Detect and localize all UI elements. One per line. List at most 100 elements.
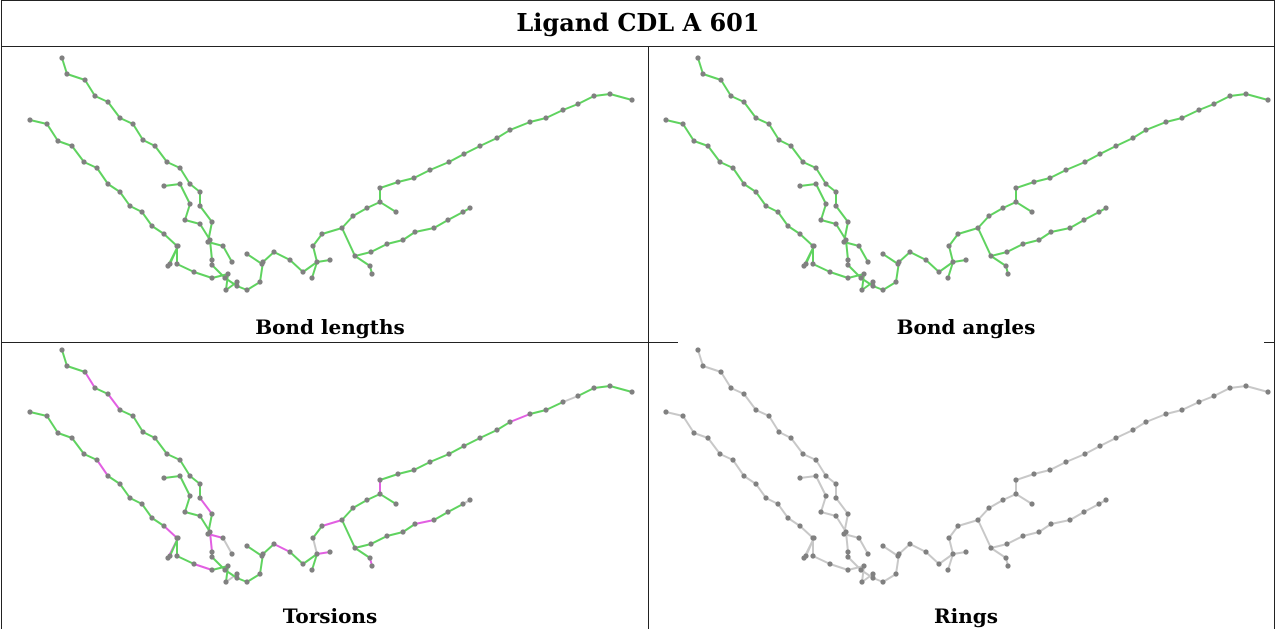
- atom: [117, 481, 123, 487]
- atom: [1130, 135, 1136, 141]
- atom: [467, 497, 473, 503]
- atom: [741, 181, 747, 187]
- bond: [847, 556, 862, 571]
- bond: [799, 233, 814, 247]
- bond: [577, 95, 595, 105]
- atom: [1004, 541, 1010, 547]
- bond: [341, 227, 356, 257]
- bond: [1022, 531, 1040, 537]
- atom: [813, 181, 819, 187]
- bond: [529, 409, 547, 415]
- bond: [433, 219, 449, 229]
- atom: [494, 135, 500, 141]
- atom: [467, 205, 473, 211]
- bond: [463, 437, 481, 447]
- bond: [352, 499, 368, 509]
- atom: [833, 189, 839, 195]
- atom: [936, 561, 942, 567]
- bond: [909, 543, 927, 553]
- atom: [197, 495, 203, 501]
- atom: [865, 551, 871, 557]
- atom: [207, 529, 213, 535]
- atom: [988, 545, 994, 551]
- bond: [46, 123, 59, 142]
- figure-title: Ligand CDL A 601: [2, 1, 1274, 47]
- bond: [132, 123, 144, 141]
- bond: [835, 497, 849, 515]
- atom: [377, 185, 383, 191]
- atom: [1130, 427, 1136, 433]
- atom: [92, 93, 98, 99]
- atom: [182, 217, 188, 223]
- atom: [975, 517, 981, 523]
- bond: [289, 259, 304, 273]
- atom: [845, 257, 851, 263]
- atom: [182, 509, 188, 515]
- atom: [870, 279, 876, 285]
- bond: [1006, 535, 1024, 545]
- atom: [788, 435, 794, 441]
- atom: [1143, 419, 1149, 425]
- bond: [938, 261, 954, 273]
- atom: [367, 555, 373, 561]
- atom: [858, 275, 864, 281]
- atom: [591, 93, 597, 99]
- bond: [777, 503, 789, 519]
- atom: [945, 275, 951, 281]
- bond: [799, 475, 817, 479]
- atom: [818, 217, 824, 223]
- bond: [354, 251, 372, 257]
- bond: [593, 385, 611, 389]
- molecule-bond-angles: [663, 55, 1271, 293]
- bond: [1115, 137, 1134, 147]
- atom: [766, 121, 772, 127]
- bond: [1165, 117, 1183, 123]
- bond: [193, 563, 213, 571]
- bond: [1229, 93, 1247, 97]
- atom: [607, 383, 613, 389]
- bond: [379, 181, 399, 189]
- bond: [84, 79, 96, 97]
- atom: [314, 259, 320, 265]
- atom: [833, 203, 839, 209]
- bond: [222, 537, 233, 555]
- atom: [59, 55, 65, 61]
- bond: [448, 445, 465, 455]
- atom: [167, 261, 173, 267]
- bond: [179, 459, 191, 477]
- bond: [222, 245, 233, 263]
- bond: [835, 223, 847, 241]
- atom: [833, 513, 839, 519]
- atom: [209, 567, 215, 573]
- atom: [1047, 467, 1053, 473]
- bond: [132, 415, 144, 433]
- bond: [988, 207, 1004, 217]
- bond: [820, 495, 827, 513]
- molecule-torsions: [27, 347, 635, 585]
- atom: [870, 283, 876, 289]
- bond: [665, 411, 684, 417]
- atom: [105, 99, 111, 105]
- bond: [925, 551, 940, 565]
- atom: [310, 243, 316, 249]
- bond: [179, 475, 191, 497]
- atom: [1000, 205, 1006, 211]
- atom: [895, 261, 901, 267]
- atom: [187, 181, 193, 187]
- atom: [1063, 459, 1069, 465]
- bond: [1050, 519, 1071, 525]
- bond: [682, 415, 695, 434]
- atom: [797, 475, 803, 481]
- atom: [1227, 385, 1233, 391]
- bond: [1015, 493, 1033, 505]
- atom: [700, 363, 706, 369]
- atom: [680, 121, 686, 127]
- bond: [211, 565, 229, 571]
- atom: [1097, 151, 1103, 157]
- atom: [1243, 91, 1249, 97]
- atom: [161, 231, 167, 237]
- atom: [741, 99, 747, 105]
- bond: [1084, 445, 1101, 455]
- bond: [179, 183, 191, 205]
- atom: [741, 473, 747, 479]
